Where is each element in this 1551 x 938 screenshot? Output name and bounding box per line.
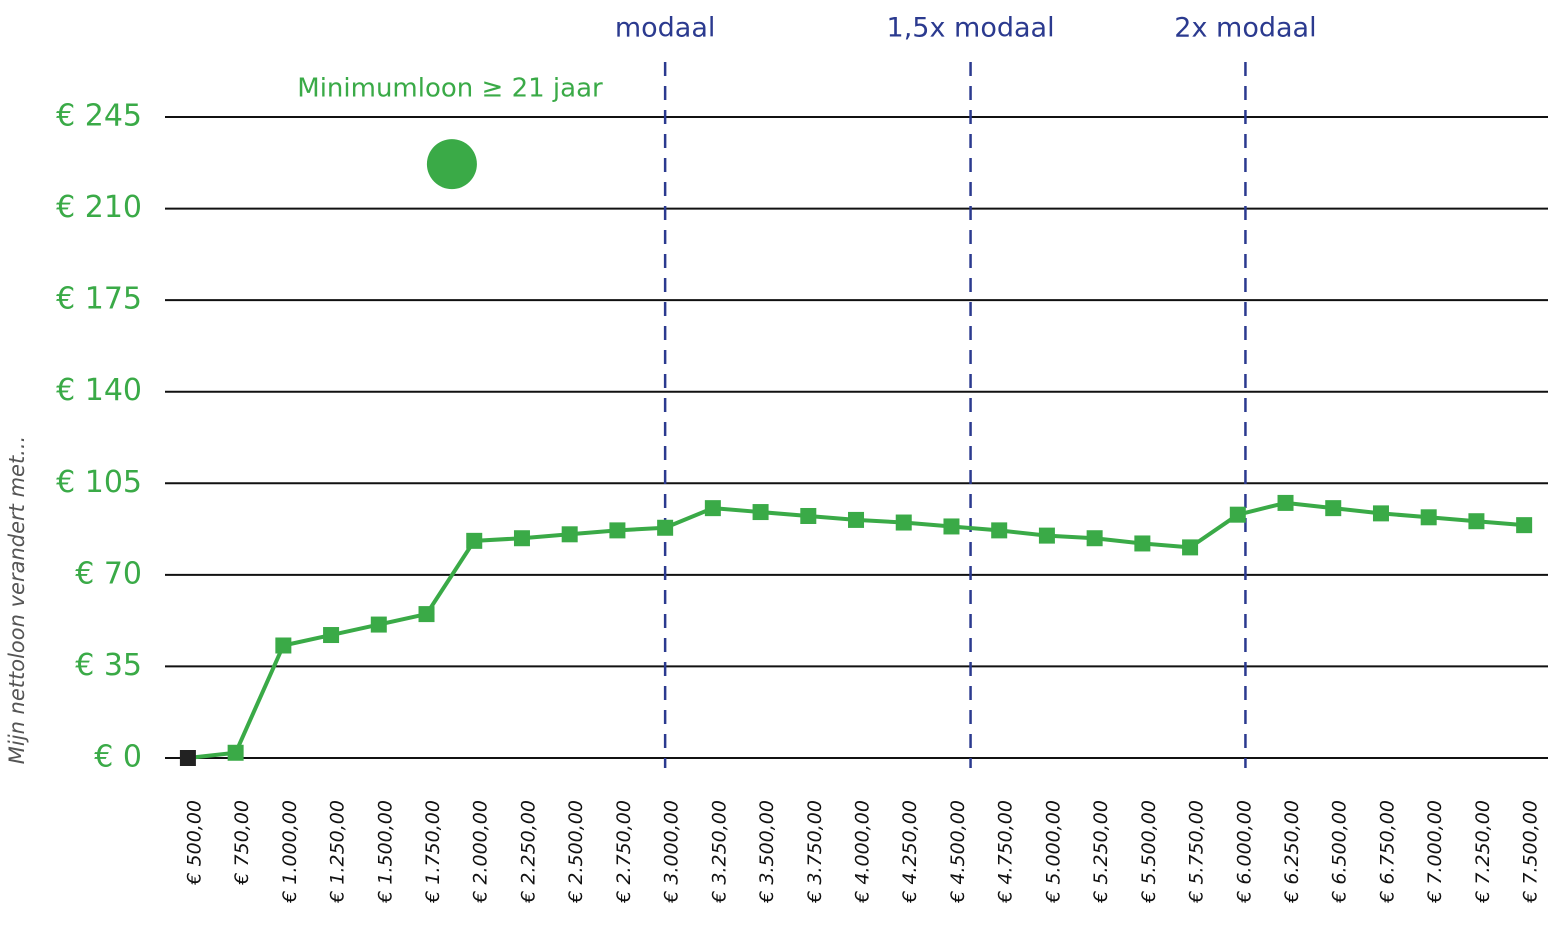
marker (1420, 509, 1437, 526)
y-tick-label: € 0 (94, 740, 142, 775)
marker (275, 637, 292, 654)
x-tick-label: € 1.750,00 (422, 800, 444, 904)
marker (370, 616, 387, 633)
marker (1468, 513, 1485, 530)
marker (991, 522, 1008, 539)
x-tick-label: € 5.500,00 (1138, 800, 1160, 904)
reference-label: modaal (615, 13, 716, 44)
x-tick-label: € 1.250,00 (327, 800, 349, 904)
marker (895, 514, 912, 531)
marker (1325, 500, 1342, 517)
x-tick-label: € 3.250,00 (708, 800, 730, 904)
x-tick-label: € 6.500,00 (1329, 800, 1351, 904)
marker (609, 522, 626, 539)
x-tick-label: € 5.000,00 (1042, 800, 1064, 904)
y-tick-label: € 175 (56, 282, 142, 317)
marker (657, 519, 674, 536)
x-tick-label: € 2.500,00 (565, 800, 587, 904)
y-tick-label: € 105 (56, 465, 142, 500)
y-axis-label: Mijn nettoloon verandert met... (5, 436, 29, 764)
x-tick-label: € 6.000,00 (1233, 800, 1255, 904)
marker (848, 511, 865, 528)
y-tick-label: € 210 (56, 190, 142, 225)
x-tick-label: € 2.000,00 (470, 800, 492, 904)
marker (1134, 535, 1151, 552)
reference-label: 1,5x modaal (887, 13, 1055, 44)
marker (943, 518, 960, 535)
x-tick-label: € 2.250,00 (517, 800, 539, 904)
highlight-point (426, 139, 477, 190)
marker (752, 504, 769, 521)
marker (1516, 517, 1533, 534)
y-tick-label: € 70 (75, 556, 142, 591)
marker (704, 500, 721, 517)
x-tick-label: € 6.750,00 (1376, 800, 1398, 904)
marker (1086, 530, 1103, 547)
x-tick-label: € 7.500,00 (1520, 800, 1542, 904)
x-tick-label: € 4.000,00 (852, 800, 874, 904)
x-tick-label: € 1.000,00 (279, 800, 301, 904)
x-tick-label: € 3.500,00 (756, 800, 778, 904)
marker (1372, 505, 1389, 522)
series-line (187, 500, 1525, 760)
x-tick-label: € 5.750,00 (1186, 800, 1208, 904)
marker (179, 750, 196, 766)
marker (466, 532, 483, 549)
x-tick-label: € 4.250,00 (899, 800, 921, 904)
x-tick-label: € 6.250,00 (1281, 800, 1303, 904)
x-tick-label: € 5.250,00 (1090, 800, 1112, 904)
marker (513, 530, 530, 547)
x-tick-label: € 1.500,00 (374, 800, 396, 904)
reference-label: 2x modaal (1174, 13, 1316, 44)
x-tick-label: € 3.750,00 (804, 800, 826, 904)
y-tick-label: € 245 (56, 99, 142, 134)
x-tick-label: € 2.750,00 (613, 800, 635, 904)
marker (800, 507, 817, 524)
x-tick-label: € 3.000,00 (661, 800, 683, 904)
marker (561, 526, 578, 543)
marker (1277, 494, 1294, 511)
annotation: Minimumloon ≥ 21 jaar (297, 74, 603, 104)
x-tick-label: € 7.250,00 (1472, 800, 1494, 904)
marker (227, 744, 244, 761)
marker (418, 606, 435, 623)
x-tick-label: € 750,00 (231, 800, 253, 886)
marker (1229, 506, 1246, 523)
marker (1182, 539, 1199, 556)
y-tick-label: € 140 (56, 373, 142, 408)
x-tick-label: € 500,00 (183, 800, 205, 886)
x-tick-label: € 4.750,00 (995, 800, 1017, 904)
marker (323, 627, 340, 644)
x-tick-label: € 7.000,00 (1424, 800, 1446, 904)
y-tick-label: € 35 (75, 648, 142, 683)
marker (1038, 527, 1055, 544)
x-tick-label: € 4.500,00 (947, 800, 969, 904)
